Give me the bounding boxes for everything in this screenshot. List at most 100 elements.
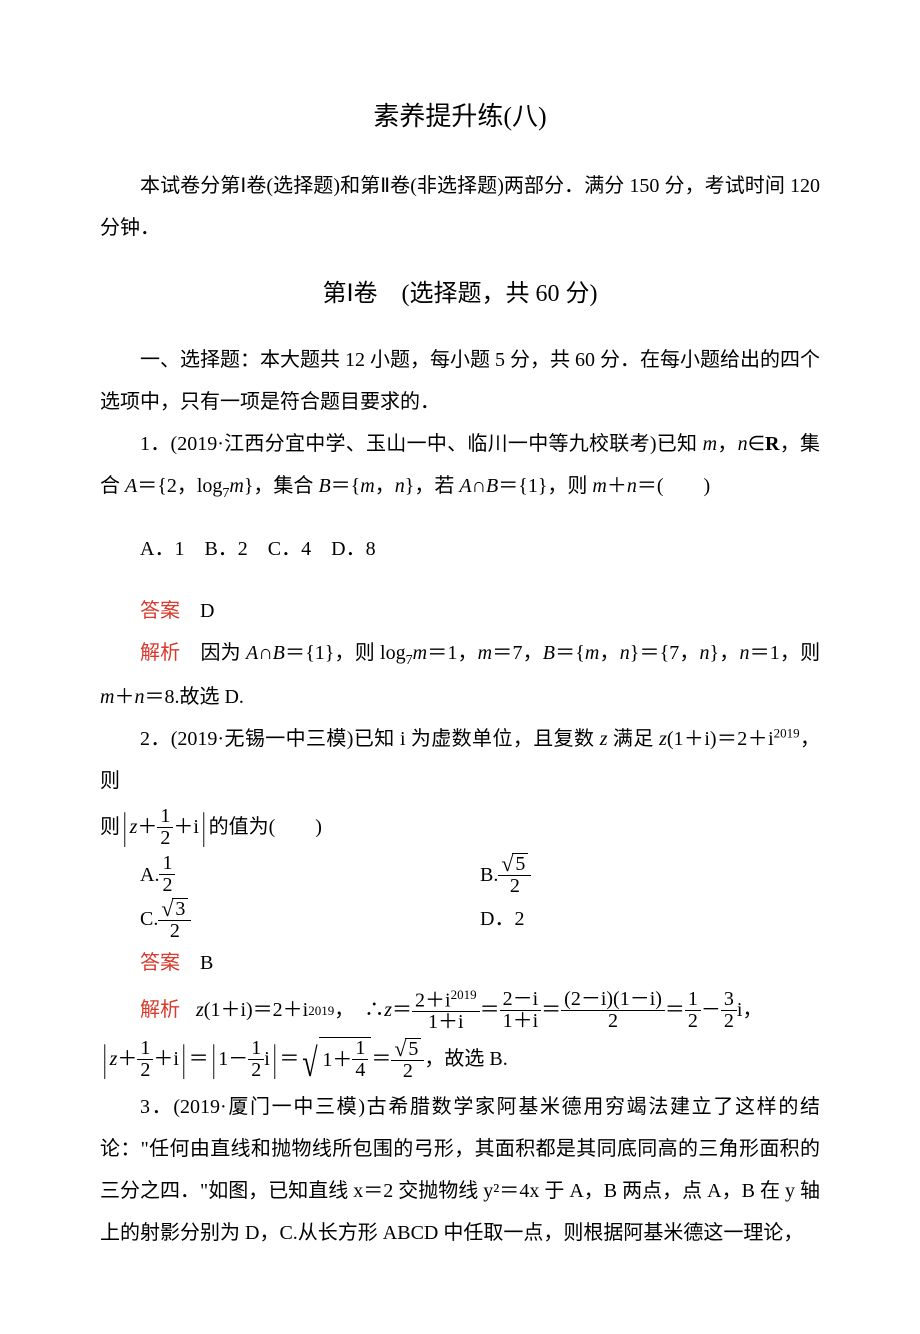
text: ＋ [117,1038,137,1080]
denominator: 2 [605,1011,621,1032]
option-label: D．2 [480,898,524,940]
var-m: m [413,642,427,664]
fraction: (2－i)(1－i) 2 [561,989,665,1032]
numerator: 2＋i2019 [412,988,480,1013]
denominator: 2 [137,1060,153,1081]
fraction: 1 2 [248,1038,264,1081]
denominator: 4 [352,1060,368,1081]
set-R: R [765,433,779,455]
q1-answer: D [200,600,214,622]
text: 1＋ [322,1039,352,1081]
exp: 2019 [308,997,334,1024]
log-base: 7 [406,653,413,668]
abs-expr: | 1－ 1 2 i | [209,1038,280,1081]
text: 2．(2019·无锡一中三模)已知 i 为虚数单位，且复数 [140,728,600,750]
numerator: 1 [352,1038,368,1060]
abs-bar: | [211,1040,216,1078]
abs-content: 1－ 1 2 i [218,1038,270,1081]
numerator: 3 [721,989,737,1011]
q2-answer: B [200,952,213,974]
var-m: m [478,642,492,664]
var-m: m [229,475,243,497]
text: }＝{7， [630,642,700,664]
q1-stem: 1．(2019·江西分宜中学、玉山一中、临川一中等九校联考)已知 m，n∈R，集… [100,423,820,508]
text: ＋i [173,806,199,848]
var-A: A [459,475,471,497]
text: (1＋i)＝2＋i [667,728,774,750]
text: 3．(2019·厦门一中三模)古希腊数学家阿基米德用穷竭法建立了这样的结论："任… [100,1096,820,1244]
text: ＝{ [555,642,585,664]
q2-answer-line: 答案 B [100,942,820,984]
var-m: m [592,475,606,497]
page: 素养提升练(八) 本试卷分第Ⅰ卷(选择题)和第Ⅱ卷(非选择题)两部分．满分 15… [0,0,920,1334]
var-n: n [627,475,637,497]
abs-content: z ＋ 1 2 ＋i [130,806,199,849]
text: ＝8.故选 D. [144,686,243,708]
intro-paragraph: 本试卷分第Ⅰ卷(选择题)和第Ⅱ卷(非选择题)两部分．满分 150 分，考试时间 … [100,165,820,249]
numerator: √ 5 [498,853,531,876]
fraction: 1 2 [685,989,701,1032]
option-label: C. [140,898,158,940]
text: 则 [100,806,120,848]
text: ＝ [189,1038,209,1080]
abs-bar: | [122,808,127,846]
q2-explain-line1: 解析 z (1＋i)＝2＋i2019 ， ∴ z ＝ 2＋i2019 1＋i ＝… [100,988,820,1034]
text: 因为 [201,642,246,664]
sqrt: √ 1＋ 1 4 [299,1037,371,1081]
denominator: 2 [685,1011,701,1032]
text: ＝{1}，则 log [285,642,406,664]
text: ＋ [114,686,134,708]
fraction: 1 2 [157,806,173,849]
text: ＝ [279,1038,299,1080]
var-z: z [196,989,204,1031]
abs-expr: | z ＋ 1 2 ＋i | [120,806,209,849]
denominator: 2 [507,876,523,897]
text: ＝ [371,1038,391,1080]
text: ∩ [258,642,272,664]
numerator: (2－i)(1－i) [561,989,665,1011]
q1-answer-line: 答案 D [100,590,820,632]
text: }，若 [405,475,460,497]
text: ＝7， [492,642,543,664]
sqrt-body: 3 [172,898,188,920]
sqrt: √ 5 [501,853,528,875]
text: － [701,989,721,1031]
var-n: n [739,642,749,664]
option-b: B. √ 5 2 [480,853,820,897]
text: 1－ [218,1038,248,1080]
denominator: 1＋i [500,1011,542,1032]
page-title: 素养提升练(八) [100,90,820,145]
text: i [264,1038,270,1080]
q3-stem: 3．(2019·厦门一中三模)古希腊数学家阿基米德用穷竭法建立了这样的结论："任… [100,1086,820,1254]
abs-bar: | [181,1040,186,1078]
text: ＝( ) [637,475,710,497]
text: ∩ [472,475,486,497]
fraction: √ 5 2 [498,853,531,897]
denominator: 2 [721,1011,737,1032]
abs-bar: | [102,1040,107,1078]
sqrt-content: 1＋ 1 4 [322,1038,368,1081]
explain-label: 解析 [140,642,180,664]
text: ＝ [480,989,500,1031]
var-m: m [703,433,717,455]
sqrt: √ 3 [161,898,188,920]
denominator: 2 [159,875,175,896]
text: ＝1，则 [749,642,820,664]
fraction: 1 4 [352,1038,368,1081]
text: }， [710,642,740,664]
text: ＝1， [427,642,478,664]
denominator: 2 [167,921,183,942]
var-B: B [318,475,330,497]
fraction: 3 2 [721,989,737,1032]
text: ＝ [665,989,685,1031]
var-z: z [659,728,667,750]
text: ＋ [137,806,157,848]
var-A: A [125,475,137,497]
fraction: 1 2 [137,1038,153,1081]
sqrt-symbol: √ [303,1043,318,1083]
option-label: B. [480,854,498,896]
text: ＝{1}，则 [498,475,592,497]
abs-bar: | [272,1040,277,1078]
sqrt-body: 5 [512,853,528,875]
sqrt: √ 5 [394,1038,421,1060]
